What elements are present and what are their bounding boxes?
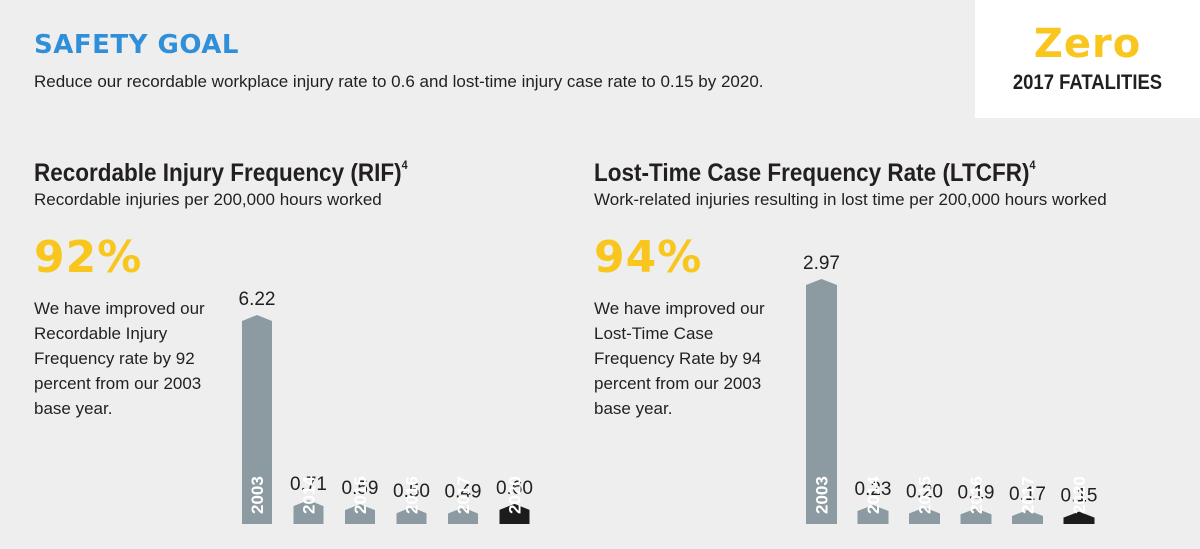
ltcfr-bar-2015 — [909, 507, 940, 524]
rif-bar-2014 — [293, 500, 324, 524]
rif-description: We have improved our Recordable Injury F… — [34, 299, 205, 418]
ltcfr-category-label-2016: 2016 — [967, 476, 986, 514]
ltcfr-category-label-2003: 2003 — [813, 476, 832, 514]
rif-improvement-percent: 92% — [34, 232, 143, 283]
rif-footnote: 4 — [401, 158, 408, 172]
rif-category-label-2017: 2017 — [454, 476, 473, 514]
fatalities-value: Zero — [1033, 21, 1142, 67]
rif-bar-2015 — [345, 504, 375, 524]
ltcfr-bar-2020 — [1063, 511, 1095, 524]
ltcfr-value-label-2016: 0.19 — [958, 482, 995, 503]
safety-goal-title: SAFETY GOAL — [34, 30, 239, 60]
ltcfr-bar-2017 — [1012, 509, 1043, 524]
fatalities-box: Zero 2017 FATALITIES — [975, 0, 1200, 118]
rif-category-label-2015: 2015 — [351, 476, 370, 514]
rif-category-label-2014: 2014 — [300, 476, 319, 514]
ltcfr-bar-2016 — [960, 508, 992, 524]
rif-bar-2003 — [242, 315, 272, 524]
ltcfr-category-label-2014: 2014 — [864, 476, 883, 514]
ltcfr-title-text: Lost-Time Case Frequency Rate (LTCFR) — [594, 159, 1030, 187]
rif-bar-2016 — [396, 507, 427, 524]
rif-bar-2020 — [499, 503, 530, 524]
rif-value-label-2014: 0.71 — [290, 474, 327, 495]
ltcfr-title: Lost-Time Case Frequency Rate (LTCFR)4 — [594, 158, 1036, 188]
rif-value-label-2003: 6.22 — [239, 289, 276, 310]
ltcfr-bar-2003 — [806, 279, 837, 524]
ltcfr-value-label-2020: 0.15 — [1061, 486, 1098, 507]
safety-goal-description: Reduce our recordable workplace injury r… — [34, 72, 764, 91]
ltcfr-category-label-2017: 2017 — [1019, 476, 1038, 514]
rif-value-label-2015: 0.59 — [342, 478, 379, 499]
rif-value-label-2016: 0.50 — [393, 481, 430, 502]
rif-value-label-2020: 0.60 — [496, 478, 533, 499]
rif-value-label-2017: 0.49 — [445, 482, 482, 503]
ltcfr-footnote: 4 — [1029, 158, 1036, 172]
rif-category-label-2003: 2003 — [248, 476, 267, 514]
ltcfr-bar-2014 — [857, 505, 889, 524]
ltcfr-category-label-2020: 2020 — [1070, 476, 1089, 514]
ltcfr-value-label-2014: 0.23 — [855, 479, 892, 500]
rif-title-text: Recordable Injury Frequency (RIF) — [34, 159, 402, 187]
rif-subtitle: Recordable injuries per 200,000 hours wo… — [34, 190, 382, 209]
rif-category-label-2020: 2020 — [506, 476, 525, 514]
rif-bar-2017 — [448, 507, 478, 524]
ltcfr-value-label-2015: 0.20 — [906, 482, 943, 503]
ltcfr-subtitle: Work-related injuries resulting in lost … — [594, 190, 1107, 209]
ltcfr-category-label-2015: 2015 — [916, 476, 935, 514]
rif-title: Recordable Injury Frequency (RIF)4 — [34, 158, 408, 188]
ltcfr-improvement-percent: 94% — [594, 232, 703, 283]
ltcfr-description: We have improved our Lost-Time Case Freq… — [594, 299, 765, 418]
ltcfr-value-label-2003: 2.97 — [803, 253, 840, 274]
rif-category-label-2016: 2016 — [403, 476, 422, 514]
ltcfr-value-label-2017: 0.17 — [1009, 484, 1046, 505]
fatalities-label: 2017 FATALITIES — [1012, 71, 1163, 94]
